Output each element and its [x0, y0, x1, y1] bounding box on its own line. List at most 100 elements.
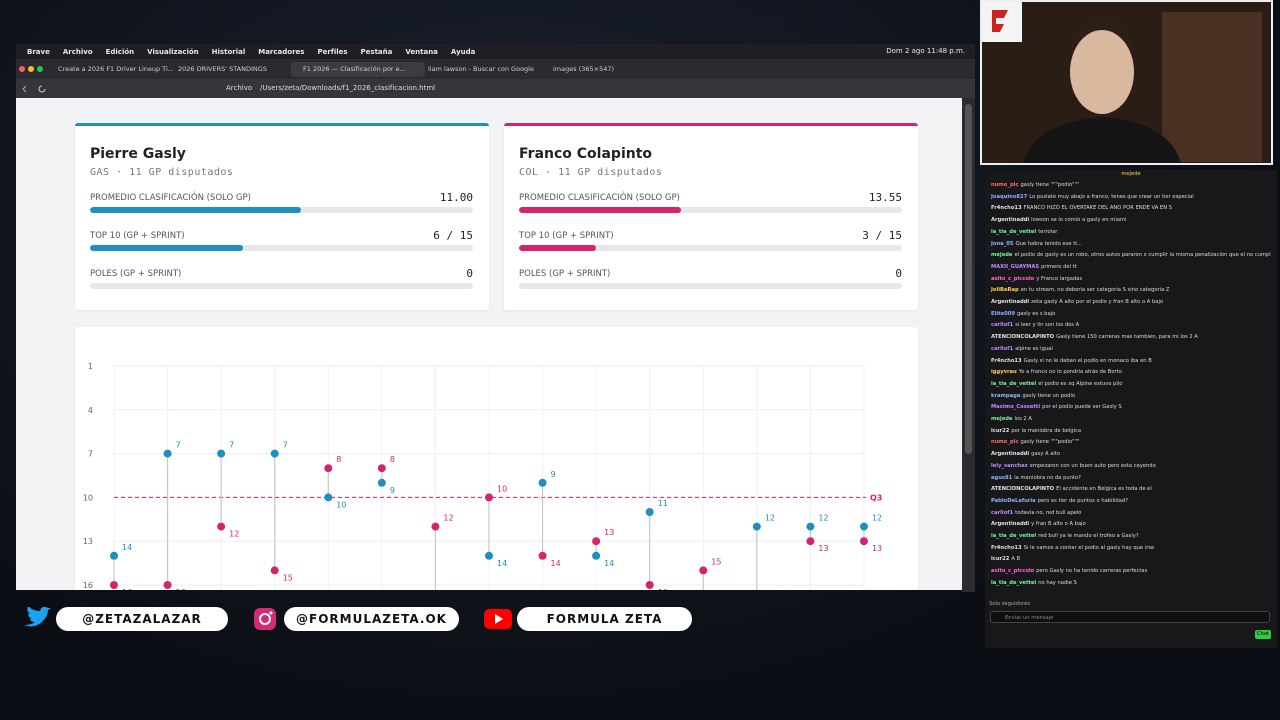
webcam-image — [982, 2, 1271, 163]
chat-text: y Franco largadas — [1036, 275, 1083, 282]
point — [859, 522, 868, 531]
page-viewport: Pierre Gasly GAS · 11 GP disputados PROMED… — [16, 98, 962, 590]
stat-bar — [519, 245, 596, 251]
point-label: 7 — [229, 441, 234, 450]
stat-label: TOP 10 (GP + SPRINT) — [519, 231, 614, 241]
stat-value: 6 / 15 — [433, 229, 473, 242]
chat-message: asito_c_piccolo y Franco largadas — [991, 276, 1271, 282]
menu-item[interactable]: Marcadores — [258, 47, 305, 56]
tab[interactable]: F1 2026 — Clasificación por e... — [291, 62, 425, 77]
menu-item[interactable]: Historial — [211, 47, 246, 56]
point — [163, 449, 172, 458]
point — [110, 551, 118, 560]
point — [538, 551, 547, 560]
stat-bar — [90, 245, 244, 251]
menu-item[interactable]: Visualización — [147, 47, 199, 56]
chat-message: lcur22 A B — [991, 556, 1271, 562]
nav-icons — [22, 85, 46, 93]
chat-text: red bull ya le mando el trofeo a Gasly? — [1038, 533, 1139, 539]
chat-text: por la maniobra de belgica — [1011, 427, 1082, 434]
chat-message: la_tia_de_vettel terrolar — [991, 229, 1271, 235]
chat-user: JoliBeRap — [991, 287, 1019, 294]
chat-text: El accidente en Bélgica es toda de el — [1056, 486, 1152, 493]
chat-user: Fr4ncho13 — [991, 544, 1022, 551]
chat-message: agus81 la maniobra no da punto? — [991, 475, 1271, 481]
point — [806, 522, 815, 531]
chat-user: krampaga — [991, 392, 1021, 399]
point — [538, 478, 547, 487]
chat-message: PabloDeLafuria pero es tier de puntos o h… — [991, 498, 1271, 504]
chat-message: mejede el podio de gasly es un robo, otro… — [991, 252, 1271, 258]
point-label: 16 — [658, 588, 668, 590]
chat-text: los 2 A — [1014, 416, 1032, 422]
chat-user: la_tia_de_vettel — [991, 579, 1037, 586]
chat-message: Fr4ncho13 FRANCO HIZO EL OVERTAKE DEL AÑO… — [991, 205, 1271, 211]
chat-input[interactable]: Enviar un mensaje — [990, 611, 1270, 623]
chat-user: lcur22 — [991, 556, 1010, 563]
address-label[interactable]: Archivo — [226, 84, 253, 92]
chat-text: el podio de gasly es un robo, otros auto… — [1014, 252, 1271, 259]
chat-user: asito_c_piccolo — [991, 568, 1035, 575]
chat-text: empezaron con un buen auto pero esta cay… — [1029, 462, 1156, 469]
stat-value: 3 / 15 — [862, 229, 902, 242]
social-handle: @ZETAZALAZAR — [56, 607, 228, 631]
chat-button[interactable]: Chat — [1255, 630, 1271, 639]
point — [270, 449, 279, 458]
point-label: 13 — [818, 544, 828, 553]
menu-item[interactable]: Archivo — [62, 47, 93, 56]
point-label: 8 — [390, 455, 395, 464]
chat-message: Maximo_Cossetti por el podio puede ser Ga… — [991, 404, 1271, 410]
chat-message: carllof1 todavia no, red bull apelo — [991, 510, 1271, 516]
driver-name: Pierre Gasly — [90, 146, 186, 162]
point-label: 10 — [497, 484, 507, 493]
youtube-icon — [484, 609, 512, 629]
point — [645, 508, 654, 516]
y-tick-label: 7 — [88, 450, 93, 459]
chat-message: JoliBeRap en tu stream, no debería ser ca… — [991, 287, 1271, 293]
point — [484, 551, 493, 560]
stat-track — [90, 207, 473, 213]
tab[interactable]: Create a 2026 F1 Driver Lineup Ti... — [58, 65, 173, 73]
menu-item[interactable]: Ayuda — [450, 47, 476, 56]
point-label: 16 — [122, 588, 132, 590]
menu-item[interactable]: Ventana — [405, 47, 438, 56]
stat-track — [519, 207, 902, 213]
url[interactable]: /Users/zeta/Downloads/f1_2026_clasificac… — [260, 84, 436, 92]
chat-message: numo_plc gasly tiene """podio""" — [991, 182, 1271, 188]
point-label: 12 — [443, 514, 453, 523]
chat-message: Argentinaddi lowson se lo comió a gasly e… — [991, 217, 1271, 223]
chat-user: la_tia_de_vettel — [991, 533, 1037, 539]
point — [484, 493, 493, 502]
y-tick-label: 13 — [83, 537, 93, 546]
chat-message: numo_plc gasly tiene """podio""" — [991, 439, 1271, 445]
chat-text: por el podio puede ser Gasly S — [1042, 404, 1122, 411]
point — [859, 537, 868, 546]
stat-value: 11.00 — [439, 191, 473, 204]
chat-message: Jona_05 Que habra tenido ese tt... — [991, 241, 1271, 247]
chat-text: Si le vamos a contar el podio al gasly h… — [1023, 544, 1155, 551]
chart: 147101316Q314777109149141112121216161215… — [83, 362, 882, 590]
menu-item[interactable]: Pestaña — [360, 47, 393, 56]
chat-text: en tu stream, no debería ser categoria S… — [1020, 287, 1170, 294]
tab[interactable]: 2026 DRIVERS' STANDINGS — [178, 65, 267, 73]
menu-item[interactable]: Edición — [105, 47, 135, 56]
chat-text: pero Gasly no ha tenido carreras perfect… — [1036, 568, 1148, 575]
tab[interactable]: liam lawson - Buscar con Google — [428, 65, 534, 73]
point-label: 16 — [176, 588, 186, 590]
chat-text: pero es tier de puntos o habilidad? — [1037, 497, 1128, 504]
point-label: 9 — [390, 486, 395, 495]
menu-item[interactable]: Perfiles — [317, 47, 348, 56]
menu-item[interactable]: Brave — [27, 47, 50, 56]
chat-user: lcur22 — [991, 427, 1010, 434]
point — [806, 537, 815, 546]
chat-panel: mejede numo_plc gasly tiene """podio""" Jo… — [985, 170, 1277, 648]
stat-bar — [519, 207, 681, 213]
social-handle: FORMULA ZETA — [517, 607, 692, 631]
chat-user: Elite009 — [991, 310, 1015, 317]
chat-text: terrolar — [1038, 228, 1058, 235]
chat-user: carllof1 — [991, 322, 1014, 329]
stat-track — [519, 283, 902, 289]
point-label: 14 — [604, 559, 614, 568]
tab[interactable]: images (365×547) — [553, 65, 615, 73]
